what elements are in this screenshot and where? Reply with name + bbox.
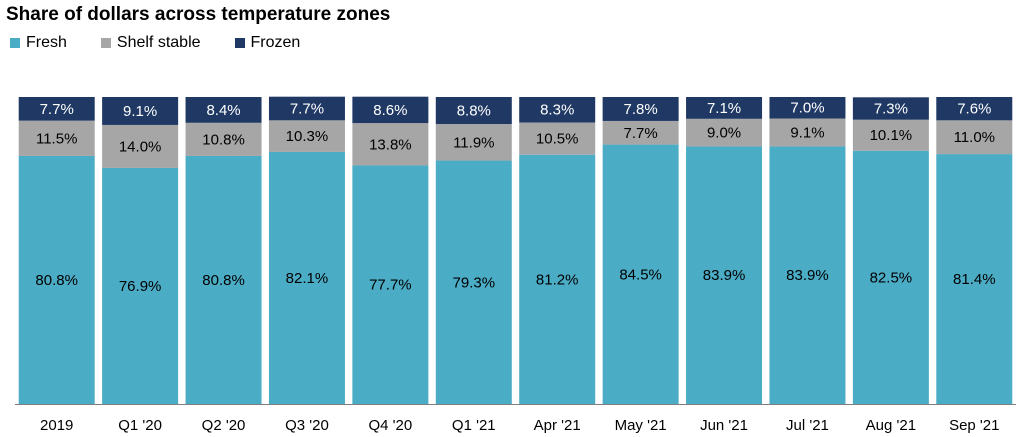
bar-segment-shelf-stable <box>18 120 95 156</box>
bar-segment-frozen <box>185 97 262 123</box>
data-label-fresh: 76.9% <box>119 278 162 295</box>
legend-item-fresh: Fresh <box>10 34 67 52</box>
data-label-fresh: 82.1% <box>286 270 329 287</box>
data-label-shelf-stable: 14.0% <box>119 138 162 155</box>
bar-segment-fresh <box>519 154 596 404</box>
legend-swatch-shelf-stable <box>100 38 111 48</box>
data-label-frozen: 8.3% <box>540 102 574 119</box>
legend: Fresh Shelf stable Frozen <box>10 33 334 53</box>
data-label-shelf-stable: 10.1% <box>870 127 913 144</box>
bar-segment-shelf-stable <box>185 122 262 156</box>
data-label-shelf-stable: 9.0% <box>707 125 741 142</box>
data-label-frozen: 7.7% <box>290 101 324 118</box>
bar-segment-shelf-stable <box>102 124 179 168</box>
data-label-frozen: 7.0% <box>790 100 824 117</box>
bar-segment-frozen <box>18 97 95 121</box>
bar-segment-fresh <box>936 154 1013 404</box>
bar-segment-fresh <box>18 155 95 404</box>
data-label-frozen: 8.8% <box>457 103 491 120</box>
x-tick-label: Jul '21 <box>786 417 829 434</box>
data-label-frozen: 7.7% <box>40 101 74 118</box>
bar-segment-shelf-stable <box>852 119 929 151</box>
data-label-frozen: 7.3% <box>874 101 908 118</box>
data-label-shelf-stable: 7.7% <box>624 125 658 142</box>
x-tick-label: May '21 <box>615 417 667 434</box>
data-label-fresh: 79.3% <box>453 274 496 291</box>
bar-segment-fresh <box>268 151 345 404</box>
data-label-fresh: 81.2% <box>536 271 579 288</box>
bar-segment-shelf-stable <box>602 120 679 145</box>
bar-segment-shelf-stable <box>936 120 1013 155</box>
x-tick-label: Q3 '20 <box>285 417 329 434</box>
data-label-frozen: 7.8% <box>624 101 658 118</box>
legend-item-frozen: Frozen <box>234 34 301 52</box>
x-tick-label: Q4 '20 <box>369 417 413 434</box>
data-label-shelf-stable: 13.8% <box>369 136 412 153</box>
legend-swatch-fresh <box>10 38 20 48</box>
bar-segment-shelf-stable <box>352 123 429 166</box>
bar-segment-frozen <box>435 97 512 125</box>
data-label-frozen: 8.6% <box>373 102 407 119</box>
legend-label-frozen: Frozen <box>250 34 301 51</box>
data-label-shelf-stable: 11.9% <box>453 134 494 151</box>
bar-segment-frozen <box>268 96 345 121</box>
legend-swatch-frozen <box>234 38 245 48</box>
bar-segment-fresh <box>185 155 262 404</box>
data-label-shelf-stable: 10.3% <box>286 128 329 145</box>
x-tick-label: Q1 '20 <box>118 417 162 434</box>
data-label-frozen: 8.4% <box>206 102 240 119</box>
data-label-shelf-stable: 10.5% <box>536 131 579 148</box>
x-tick-label: Q2 '20 <box>202 417 246 434</box>
data-label-frozen: 9.1% <box>123 103 157 120</box>
bar-segment-frozen <box>936 97 1013 121</box>
bar-segment-fresh <box>102 167 179 404</box>
data-label-frozen: 7.1% <box>707 100 741 117</box>
bar-segment-fresh <box>602 144 679 404</box>
bar-segment-frozen <box>352 96 429 124</box>
bar-segment-shelf-stable <box>519 122 596 155</box>
bar-segment-frozen <box>519 97 596 123</box>
bar-segment-fresh <box>852 150 929 404</box>
data-label-fresh: 80.8% <box>35 272 78 289</box>
x-tick-label: Sep '21 <box>949 417 999 434</box>
bar-segment-frozen <box>769 97 846 119</box>
bar-segment-shelf-stable <box>268 120 345 152</box>
data-label-fresh: 81.4% <box>953 271 996 288</box>
x-tick-label: 2019 <box>40 417 73 434</box>
bar-segment-shelf-stable <box>769 118 846 147</box>
bar-segment-fresh <box>435 160 512 404</box>
x-tick-label: Jun '21 <box>700 417 748 434</box>
data-label-fresh: 83.9% <box>786 267 829 284</box>
bar-segment-fresh <box>769 146 846 404</box>
data-label-fresh: 82.5% <box>870 269 913 286</box>
bar-segment-shelf-stable <box>686 118 763 147</box>
data-label-fresh: 77.7% <box>369 277 412 294</box>
x-tick-label: Q1 '21 <box>452 417 496 434</box>
legend-label-fresh: Fresh <box>26 34 67 51</box>
data-label-frozen: 7.6% <box>957 101 991 118</box>
legend-item-shelf-stable: Shelf stable <box>100 34 201 52</box>
bar-segment-frozen <box>602 97 679 121</box>
bar-segment-frozen <box>852 97 929 120</box>
bar-segment-shelf-stable <box>435 124 512 161</box>
bar-segment-fresh <box>686 146 763 404</box>
x-tick-label: Aug '21 <box>866 417 916 434</box>
bar-segment-fresh <box>352 165 429 404</box>
x-tick-label: Apr '21 <box>534 417 581 434</box>
bar-segment-frozen <box>686 97 763 119</box>
data-label-shelf-stable: 11.0% <box>954 129 995 146</box>
data-label-fresh: 83.9% <box>703 267 746 284</box>
data-label-shelf-stable: 9.1% <box>790 124 824 141</box>
data-label-fresh: 80.8% <box>202 272 245 289</box>
data-label-shelf-stable: 11.5% <box>36 130 77 147</box>
data-label-shelf-stable: 10.8% <box>202 131 245 148</box>
chart-title: Share of dollars across temperature zone… <box>6 4 391 25</box>
bar-segment-frozen <box>102 97 179 125</box>
data-label-fresh: 84.5% <box>619 266 662 283</box>
legend-label-shelf-stable: Shelf stable <box>116 34 201 51</box>
